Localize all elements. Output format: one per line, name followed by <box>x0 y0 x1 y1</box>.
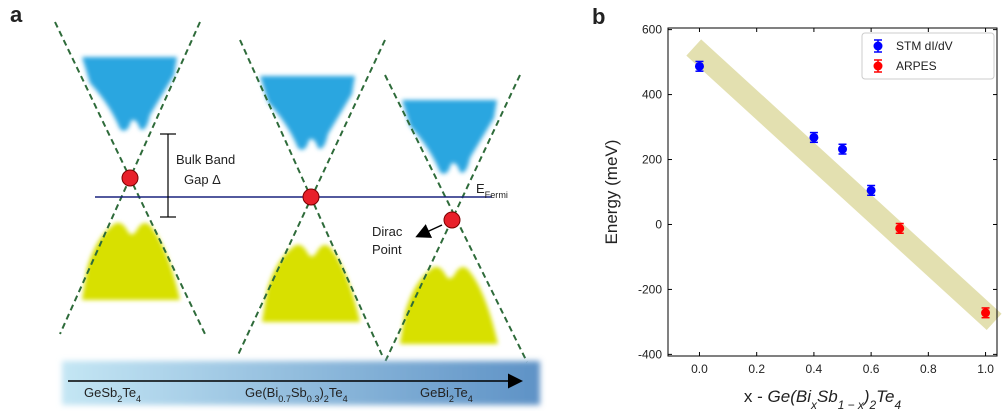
x-axis-label: x - Ge(BixSb1 − x)2Te4 <box>744 387 902 411</box>
subscript: 2 <box>869 398 877 411</box>
gap-label: Gap Δ <box>184 172 221 187</box>
subscript: x <box>810 398 818 411</box>
text-part: Te <box>122 385 136 400</box>
text-part: Te <box>329 385 343 400</box>
x-tick-label: 0.2 <box>748 362 765 376</box>
valence-band <box>82 222 180 300</box>
dirac-point <box>302 188 320 206</box>
subscript: 0.3 <box>307 394 320 404</box>
point <box>895 223 905 233</box>
text-part: Sb <box>817 387 838 406</box>
subscript: 4 <box>343 394 348 404</box>
subscript: 1 − x <box>838 398 865 411</box>
dirac-point <box>121 169 139 187</box>
subscript: 4 <box>468 394 473 404</box>
text-part: ) <box>862 387 870 406</box>
x-tick-label: 0.4 <box>806 362 823 376</box>
conduction-band <box>82 57 177 131</box>
y-tick-label: 200 <box>642 153 662 167</box>
text-part: ) <box>319 385 323 400</box>
y-tick-label: 0 <box>655 217 662 231</box>
text-part: Sb <box>291 385 307 400</box>
x-tick-label: 0.8 <box>920 362 937 376</box>
text-part: GeBi <box>420 385 449 400</box>
text-part: Ge(Bi <box>768 387 813 406</box>
legend-box <box>861 32 995 80</box>
point <box>866 185 876 195</box>
point <box>694 61 704 71</box>
text-part: GeSb <box>84 385 117 400</box>
dirac-label: Point <box>372 242 402 257</box>
text-part: Ge(Bi <box>245 385 278 400</box>
text-part: E <box>476 181 485 196</box>
valence-band <box>400 266 498 344</box>
x-tick-label: 0.0 <box>691 362 708 376</box>
y-tick-label: 600 <box>642 23 662 37</box>
y-axis-label: Energy (meV) <box>602 140 621 245</box>
dirac-label: Dirac <box>372 224 403 239</box>
dirac-point <box>443 211 461 229</box>
text-part: Te <box>454 385 468 400</box>
conduction-band <box>402 100 497 174</box>
panel-b: b -400 -200 0 200 400 600 0.0 0.2 0.4 0.6 0.8 1.0 Ene… <box>592 4 1002 411</box>
x-tick-label: 1.0 <box>977 362 994 376</box>
material-label: GeBi2Te4 <box>420 385 473 404</box>
fit-band <box>686 39 1002 331</box>
subscript: 0.7 <box>278 394 291 404</box>
subscript: Fermi <box>485 190 508 200</box>
subscript: 4 <box>136 394 141 404</box>
panel-label: a <box>10 2 23 27</box>
material-label: GeSb2Te4 <box>84 385 141 404</box>
y-tick-label: -400 <box>638 347 662 361</box>
dirac-arrow <box>415 224 443 238</box>
subscript: 2 <box>324 394 329 404</box>
legend-label: STM dI/dV <box>896 39 953 53</box>
dirac-cone-line <box>384 74 521 363</box>
y-tick-label: -200 <box>638 282 662 296</box>
point <box>981 308 991 318</box>
text-part: x - <box>744 387 768 406</box>
subscript: 2 <box>449 394 454 404</box>
plot-frame <box>667 27 998 357</box>
y-tick-label: 400 <box>642 88 662 102</box>
text-part: Te <box>876 387 894 406</box>
subscript: 4 <box>894 398 901 411</box>
point <box>838 144 848 154</box>
composition-bar <box>62 361 540 405</box>
valence-band <box>262 244 360 322</box>
point <box>809 132 819 142</box>
fermi-label: EFermi <box>476 181 508 200</box>
legend-label: ARPES <box>896 59 937 73</box>
subscript: 2 <box>117 394 122 404</box>
panel-label: b <box>592 4 605 29</box>
legend-marker <box>873 41 883 51</box>
x-tick-label: 0.6 <box>863 362 880 376</box>
gap-label: Bulk Band <box>176 152 235 167</box>
material-label: Ge(Bi0.7Sb0.3)2Te4 <box>245 385 348 404</box>
conduction-band <box>260 76 355 150</box>
legend-marker <box>873 61 883 71</box>
